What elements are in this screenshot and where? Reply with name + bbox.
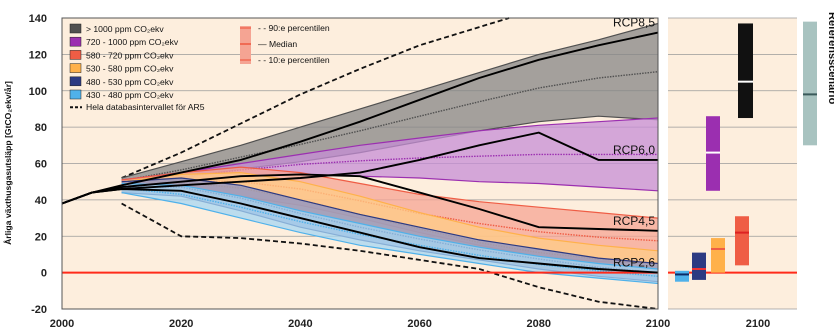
percentile-90-line (121, 177, 659, 265)
y-axis: -20 0 20 40 60 80 100 120 140 (29, 13, 47, 316)
legend-swatch (69, 36, 82, 47)
legend-percentile-label: - - 10:e percentilen (258, 55, 330, 65)
median-line (121, 71, 659, 182)
legend-swatch (69, 63, 82, 73)
legend-label: 430 - 480 ppm CO₂ekv (86, 90, 174, 100)
x-tick-label: 2040 (288, 318, 312, 330)
y-tick-label: 120 (29, 49, 47, 61)
legend-label: 580 - 720 ppm CO₂ekv (86, 50, 174, 60)
y-tick-label: 40 (35, 195, 47, 207)
rcp-label: RCP2,6 (613, 256, 655, 270)
percentile-90-line (121, 182, 659, 270)
rcp-label: RCP6,0 (613, 143, 655, 157)
panel-range-bar (711, 238, 725, 273)
legend-label: 720 - 1000 ppm CO₂ekv (86, 37, 179, 47)
y-tick-label: 60 (35, 159, 47, 171)
x-axis: 2000 2020 2040 2060 2080 2100 (50, 318, 670, 330)
legend-percentile-label: - - 90:e percentilen (258, 23, 330, 33)
panel-range-bar (692, 252, 706, 280)
x-tick-label: 2000 (50, 318, 74, 330)
percentile-10-line (121, 192, 659, 285)
reference-scenario-label: Referensscenario (826, 12, 834, 105)
panel-range-bar (738, 23, 753, 119)
panel-range-bar (735, 216, 749, 266)
legend: > 1000 ppm CO₂ekv 720 - 1000 ppm CO₂ekv 58… (69, 23, 330, 112)
panel-2100: 2100 (668, 17, 797, 330)
main-plot-frame (61, 17, 659, 310)
database-range-lower (121, 202, 659, 310)
percentile-90-line (121, 171, 659, 252)
panel-range-bar (675, 270, 689, 282)
percentile-band (121, 183, 659, 284)
main-panel: RCP8,5 RCP6,0 RCP4,5 RCP2,6 (61, 16, 659, 310)
percentile-90-line (121, 117, 659, 181)
x-tick-label: 2080 (527, 318, 551, 330)
percentile-90-line (121, 22, 659, 179)
legend-label: 480 - 530 ppm CO₂ekv (86, 77, 174, 87)
rcp-label: RCP4,5 (613, 214, 655, 228)
database-range-upper (121, 17, 510, 179)
panel-2100-bars (675, 23, 753, 282)
legend-label: > 1000 ppm CO₂ekv (86, 24, 164, 34)
rcp-line (61, 188, 659, 274)
x-tick-label: 2060 (407, 318, 431, 330)
reference-scenario: Referensscenario (803, 12, 834, 146)
x-tick-label: 2020 (169, 318, 193, 330)
legend-swatch (69, 89, 82, 100)
y-tick-label: 100 (29, 86, 47, 98)
x-tick-label: 2100 (646, 318, 670, 330)
reference-scenario-bar (803, 21, 817, 146)
legend-percentile-swatch (240, 26, 251, 64)
y-tick-label: 0 (41, 268, 47, 280)
panel-2100-x-label: 2100 (746, 318, 770, 330)
legend-database-label: Hela databasintervallet för AR5 (86, 102, 205, 112)
y-tick-label: 80 (35, 122, 47, 134)
rcp-lines (61, 31, 659, 274)
legend-swatch (69, 23, 82, 34)
legend-label: 530 - 580 ppm CO₂ekv (86, 64, 174, 74)
legend-swatch (69, 76, 82, 87)
rcp-label: RCP8,5 (613, 16, 655, 30)
legend-swatch (69, 50, 82, 60)
y-tick-label: 20 (35, 231, 47, 243)
legend-percentile-label: — Median (258, 39, 297, 49)
y-tick-label: 140 (29, 13, 47, 25)
y-axis-title: Årliga växthusgasutsläpp [GtCO₂ekv/år] (3, 81, 13, 245)
percentile-90-line (121, 166, 659, 219)
y-tick-label: -20 (31, 304, 47, 316)
database-range-lines (121, 17, 659, 310)
rcp-line (61, 31, 659, 205)
rcp-labels: RCP8,5 RCP6,0 RCP4,5 RCP2,6 (613, 16, 655, 270)
rcp-line (61, 173, 659, 232)
